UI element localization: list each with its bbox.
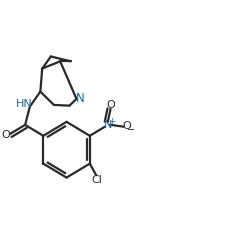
Text: N: N [104,120,112,130]
Text: O: O [1,130,10,140]
Text: +: + [108,117,116,126]
Text: HN: HN [16,99,32,109]
Text: O: O [123,121,131,132]
Text: −: − [126,125,135,135]
Text: O: O [106,100,115,110]
Text: N: N [76,92,85,105]
Text: Cl: Cl [91,175,102,185]
